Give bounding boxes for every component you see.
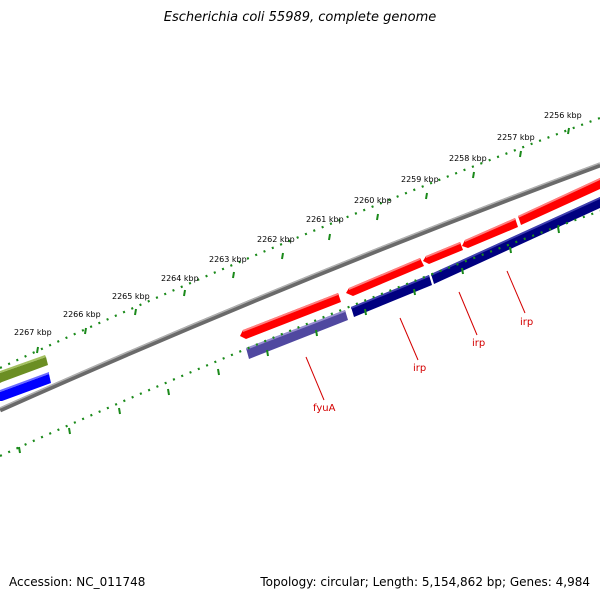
accession-text: Accession: NC_011748 (9, 575, 146, 589)
gene-label-irp: irp (413, 363, 426, 374)
inner-ruler (0, 209, 600, 458)
kbp-label: 2264 kbp (161, 274, 199, 283)
cds-irp-1 (346, 258, 424, 296)
kbp-label: 2262 kbp (257, 235, 295, 244)
map-title: Escherichia coli 55989, complete genome (163, 10, 437, 25)
topology-summary: Topology: circular; Length: 5,154,862 bp… (260, 575, 590, 589)
cds-fyuA-rev (246, 310, 348, 359)
cds-right (518, 178, 600, 225)
kbp-label: 2258 kbp (449, 154, 487, 163)
gene-leaders (305, 270, 526, 401)
forward-cds (240, 178, 600, 339)
kbp-label: 2265 kbp (112, 292, 150, 301)
kbp-label: 2256 kbp (544, 111, 582, 120)
kbp-label: 2267 kbp (14, 328, 52, 337)
gene-label-fyuA: fyuA (313, 403, 336, 414)
kbp-label: 2259 kbp (401, 175, 439, 184)
kbp-label: 2266 kbp (63, 310, 101, 319)
kbp-label: 2263 kbp (209, 255, 247, 264)
kbp-labels: 2267 kbp 2266 kbp 2265 kbp 2264 kbp 2263… (14, 111, 582, 337)
cds-irp-2 (423, 242, 463, 264)
genome-backbone (0, 162, 600, 413)
cds-fyuA (240, 293, 341, 339)
kbp-label: 2261 kbp (306, 215, 344, 224)
cds-irp-3 (462, 218, 518, 248)
gene-labels: fyuA irp irp irp (313, 317, 533, 414)
outer-ruler (0, 116, 600, 369)
feature-green (0, 355, 48, 383)
gene-label-irp: irp (520, 317, 533, 328)
reverse-cds (246, 197, 600, 359)
gene-label-irp: irp (472, 338, 485, 349)
cds-irp-rev-2 (431, 197, 600, 284)
kbp-label: 2257 kbp (497, 133, 535, 142)
cds-irp-rev-1 (351, 275, 432, 317)
feature-blue (0, 372, 51, 401)
kbp-label: 2260 kbp (354, 196, 392, 205)
